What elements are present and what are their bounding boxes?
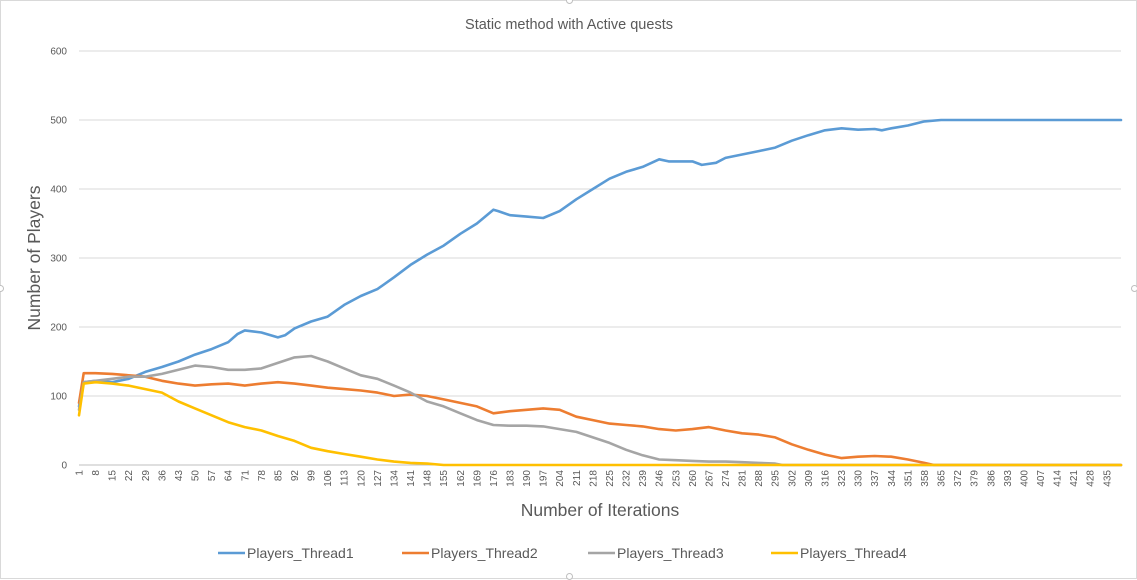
x-tick-label: 155: [439, 470, 450, 487]
x-tick-label: 8: [91, 470, 102, 476]
x-tick-label: 302: [787, 470, 798, 487]
x-tick-labels: 1 8 15 22 29 36 43 50 57 64 71 78 85 92 99 106 113 120 127…: [75, 470, 1114, 487]
y-tick-label: 100: [50, 392, 67, 403]
resize-handle-left[interactable]: [0, 285, 4, 292]
resize-handle-top[interactable]: [566, 0, 573, 4]
x-tick-label: 344: [887, 470, 898, 487]
x-tick-label: 288: [754, 470, 765, 487]
x-tick-label: 120: [356, 470, 367, 487]
x-tick-label: 407: [1036, 470, 1047, 487]
x-tick-label: 22: [124, 470, 135, 482]
x-tick-label: 99: [307, 470, 318, 482]
x-tick-label: 246: [655, 470, 666, 487]
series-line-3: [77, 354, 1123, 467]
x-tick-label: 358: [920, 470, 931, 487]
x-axis-title: Number of Iterations: [521, 500, 680, 520]
x-tick-label: 85: [273, 470, 284, 482]
x-tick-label: 281: [738, 470, 749, 487]
y-tick-label: 0: [61, 461, 67, 472]
x-tick-label: 43: [174, 470, 185, 482]
x-tick-label: 260: [688, 470, 699, 487]
x-tick-label: 162: [456, 470, 467, 487]
x-tick-label: 106: [323, 470, 334, 487]
x-tick-label: 400: [1019, 470, 1030, 487]
x-tick-label: 267: [704, 470, 715, 487]
x-tick-label: 29: [141, 470, 152, 482]
x-tick-label: 204: [555, 470, 566, 487]
x-tick-label: 225: [605, 470, 616, 487]
y-tick-labels: 0 100 200 300 400 500 600: [50, 47, 67, 472]
x-tick-label: 92: [290, 470, 301, 482]
x-tick-label: 253: [671, 470, 682, 487]
chart-title: Static method with Active quests: [465, 17, 673, 33]
x-tick-label: 239: [638, 470, 649, 487]
legend-label-2: Players_Thread2: [431, 545, 538, 561]
x-tick-label: 393: [1003, 470, 1014, 487]
x-tick-label: 15: [108, 470, 119, 482]
x-tick-label: 274: [721, 470, 732, 487]
x-tick-label: 330: [854, 470, 865, 487]
y-axis-title: Number of Players: [24, 185, 44, 330]
x-tick-label: 211: [572, 470, 583, 486]
x-tick-label: 337: [870, 470, 881, 487]
gridlines: [79, 50, 1121, 466]
x-tick-label: 421: [1069, 470, 1080, 487]
x-tick-label: 64: [224, 470, 235, 482]
x-tick-label: 316: [820, 470, 831, 487]
resize-handle-right[interactable]: [1131, 285, 1137, 292]
x-tick-label: 71: [240, 470, 251, 482]
x-tick-label: 232: [622, 470, 633, 487]
series-line-4: [77, 380, 1123, 467]
legend-label-1: Players_Thread1: [247, 545, 354, 561]
x-tick-label: 379: [970, 470, 981, 487]
series-line-1: [77, 118, 1123, 408]
x-tick-label: 127: [373, 470, 384, 487]
x-tick-label: 386: [986, 470, 997, 487]
x-tick-label: 141: [406, 470, 417, 487]
legend: Players_Thread1 Players_Thread2 Players_Th…: [218, 545, 907, 561]
x-tick-label: 435: [1102, 470, 1113, 487]
y-tick-label: 400: [50, 185, 67, 196]
y-tick-label: 300: [50, 254, 67, 265]
series-line-2: [77, 371, 1123, 467]
x-tick-label: 372: [953, 470, 964, 487]
x-tick-label: 190: [522, 470, 533, 487]
x-tick-label: 295: [771, 470, 782, 487]
x-tick-label: 176: [489, 470, 500, 487]
y-tick-label: 600: [50, 47, 67, 58]
x-tick-label: 197: [539, 470, 550, 487]
x-tick-label: 323: [837, 470, 848, 487]
series-lines: [77, 118, 1123, 467]
x-tick-label: 57: [207, 470, 218, 482]
legend-label-4: Players_Thread4: [800, 545, 907, 561]
x-tick-label: 113: [340, 470, 351, 486]
x-tick-label: 1: [75, 470, 86, 476]
legend-label-3: Players_Thread3: [617, 545, 724, 561]
x-tick-label: 414: [1053, 470, 1064, 487]
x-tick-label: 309: [804, 470, 815, 487]
x-tick-label: 365: [937, 470, 948, 487]
x-tick-label: 36: [157, 470, 168, 482]
x-tick-label: 78: [257, 470, 268, 482]
x-tick-label: 148: [423, 470, 434, 487]
x-tick-label: 351: [903, 470, 914, 487]
x-tick-label: 134: [389, 470, 400, 487]
x-tick-label: 218: [588, 470, 599, 487]
x-tick-label: 50: [191, 470, 202, 482]
x-tick-label: 169: [472, 470, 483, 487]
y-tick-label: 200: [50, 323, 67, 334]
x-tick-label: 428: [1086, 470, 1097, 487]
y-tick-label: 500: [50, 116, 67, 127]
x-tick-label: 183: [506, 470, 517, 487]
